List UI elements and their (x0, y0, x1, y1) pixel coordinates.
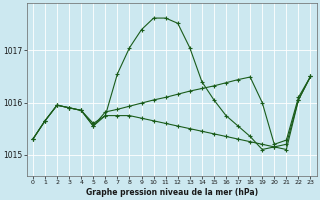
X-axis label: Graphe pression niveau de la mer (hPa): Graphe pression niveau de la mer (hPa) (86, 188, 258, 197)
